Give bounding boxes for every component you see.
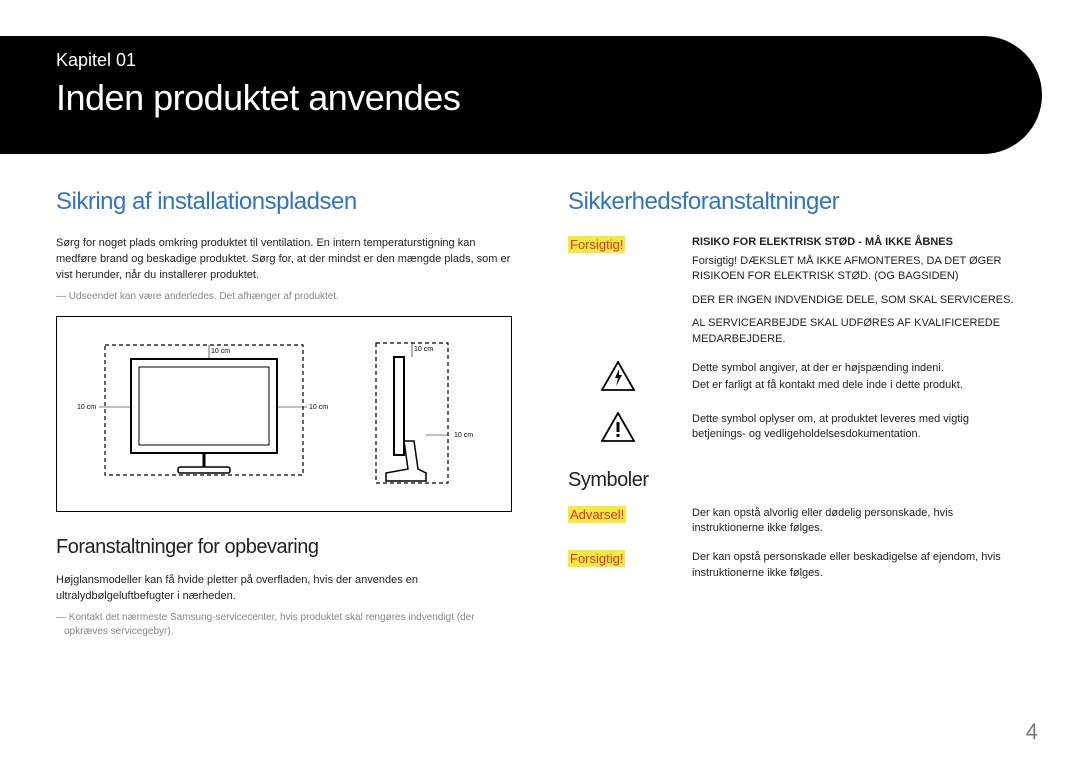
shock-symbol-row: Dette symbol angiver, at der er højspænd…	[568, 361, 1024, 402]
label-left: 10 cm	[77, 404, 96, 411]
caution-heading: RISIKO FOR ELEKTRISK STØD - MÅ IKKE ÅBNE…	[692, 236, 1024, 248]
info-text: Dette symbol oplyser om, at produktet le…	[692, 412, 1024, 443]
caution-p2: DER ER INGEN INDVENDIGE DELE, SOM SKAL S…	[692, 293, 1024, 308]
chapter-label: Kapitel 01	[56, 50, 1042, 71]
shock-icon	[601, 361, 635, 391]
info-symbol-row: Dette symbol oplyser om, at produktet le…	[568, 412, 1024, 451]
exclamation-icon	[601, 412, 635, 442]
monitor-side-diagram: 10 cm 10 cm	[370, 331, 480, 501]
installation-body: Sørg for noget plads omkring produktet t…	[56, 236, 512, 284]
chapter-title: Inden produktet anvendes	[56, 77, 1042, 119]
storage-body: Højglansmodeller kan få hvide pletter på…	[56, 573, 512, 605]
warning-label: Advarsel!	[568, 506, 626, 523]
right-column: Sikkerhedsforanstaltninger Forsigtig! RI…	[568, 188, 1024, 639]
symbols-title: Symboler	[568, 469, 1024, 492]
shock-text1: Dette symbol angiver, at der er højspænd…	[692, 361, 1024, 376]
shock-text2: Det er farligt at få kontakt med dele in…	[692, 378, 1024, 393]
label-right: 10 cm	[309, 404, 328, 411]
page-number: 4	[1026, 719, 1038, 745]
section-title-safety: Sikkerhedsforanstaltninger	[568, 188, 1024, 216]
spacing-diagram: 10 cm 10 cm 10 cm 10 cm 10 cm	[56, 316, 512, 512]
caution2-label: Forsigtig!	[568, 550, 625, 567]
section-title-installation: Sikring af installationspladsen	[56, 188, 512, 216]
caution-p3: AL SERVICEARBEJDE SKAL UDFØRES AF KVALIF…	[692, 316, 1024, 347]
label-top: 10 cm	[211, 348, 230, 355]
installation-note: Udseendet kan være anderledes. Det afhæn…	[64, 290, 512, 304]
caution-label: Forsigtig!	[568, 236, 625, 253]
caution-block: Forsigtig! RISIKO FOR ELEKTRISK STØD - M…	[568, 236, 1024, 355]
caution2-text: Der kan opstå personskade eller beskadig…	[692, 550, 1024, 581]
caution-p1: Forsigtig! DÆKSLET MÅ IKKE AFMONTERES, D…	[692, 254, 1024, 285]
left-column: Sikring af installationspladsen Sørg for…	[56, 188, 512, 639]
storage-note: Kontakt det nærmeste Samsung-servicecent…	[64, 611, 512, 639]
chapter-header: Kapitel 01 Inden produktet anvendes	[0, 36, 1042, 154]
section-title-storage: Foranstaltninger for opbevaring	[56, 536, 512, 559]
warning-row: Advarsel! Der kan opstå alvorlig eller d…	[568, 506, 1024, 545]
caution2-row: Forsigtig! Der kan opstå personskade ell…	[568, 550, 1024, 589]
label-side-right: 10 cm	[454, 432, 473, 439]
label-side-top: 10 cm	[414, 346, 433, 353]
monitor-front-diagram: 10 cm 10 cm 10 cm	[75, 331, 330, 491]
warning-text: Der kan opstå alvorlig eller dødelig per…	[692, 506, 1024, 537]
